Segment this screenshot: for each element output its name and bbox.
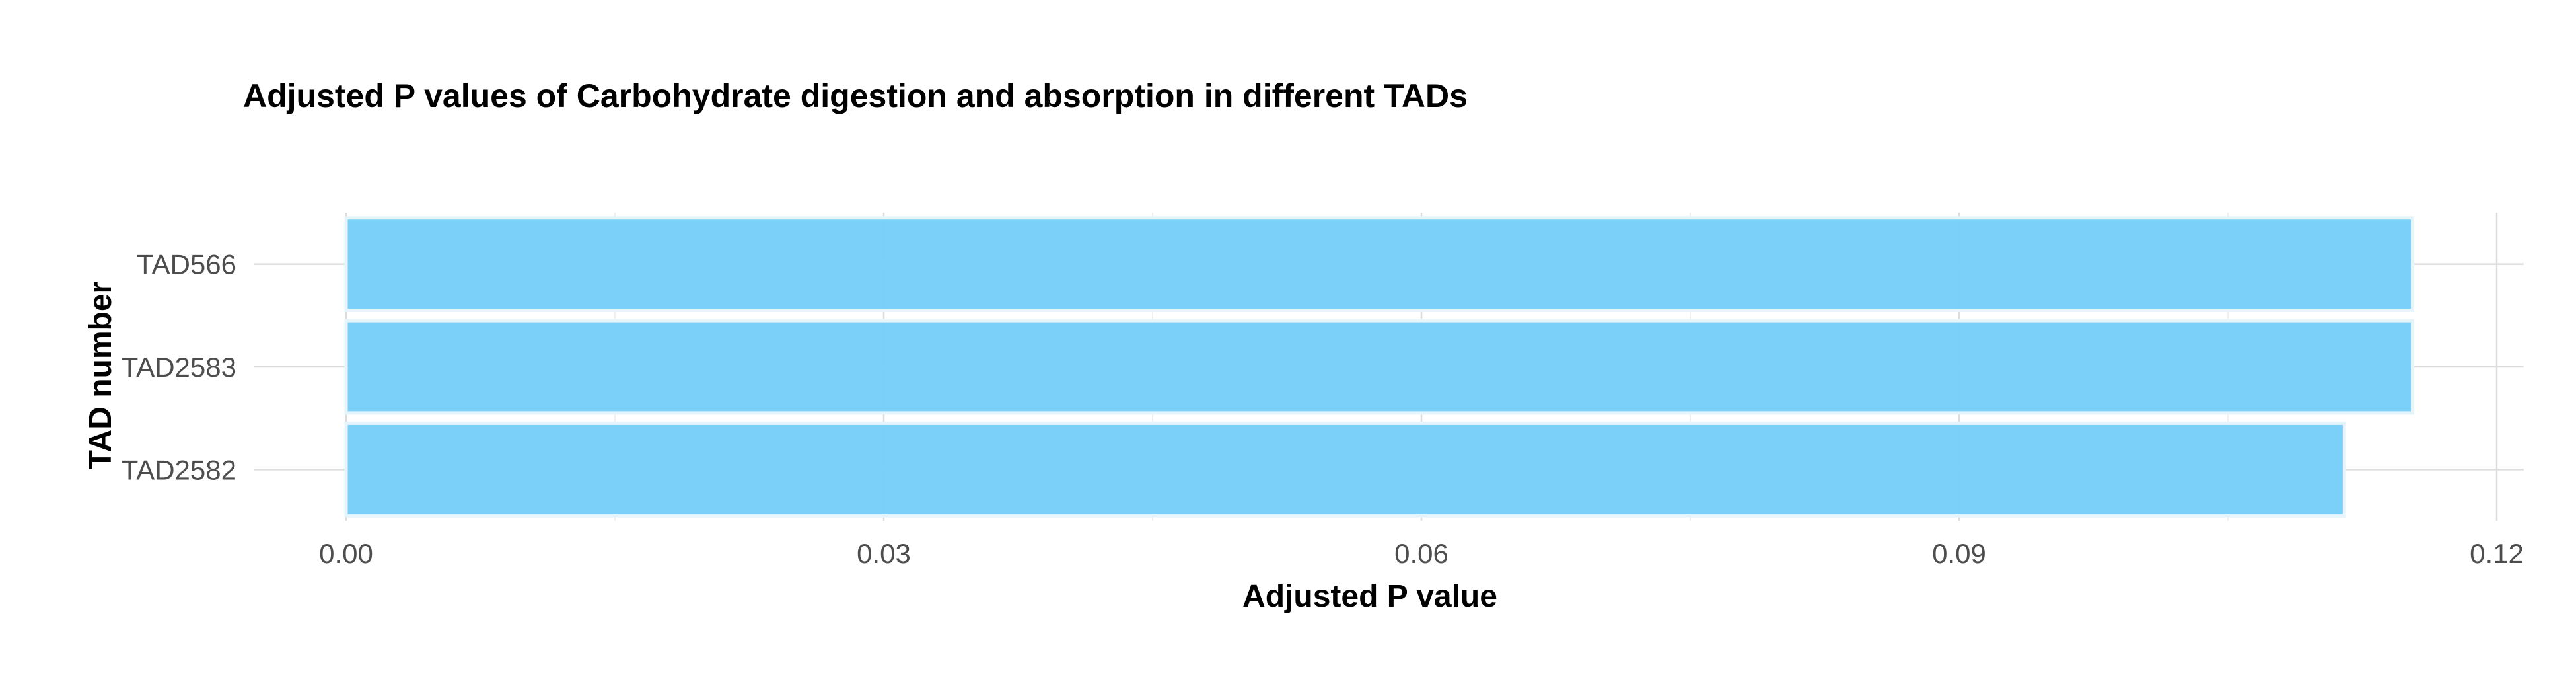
- y-tick-label: TAD2583: [122, 352, 236, 383]
- bar-tad2583: [344, 319, 2414, 415]
- bar-tad2582: [344, 421, 2346, 518]
- bar-tad566: [344, 216, 2414, 313]
- x-tick-labels: 0.00 0.03 0.06 0.09 0.12: [319, 538, 2524, 569]
- chart-title: Adjusted P values of Carbohydrate digest…: [243, 77, 1468, 114]
- y-tick-label: TAD566: [137, 249, 236, 280]
- y-tick-labels: TAD566 TAD2583 TAD2582: [122, 249, 236, 486]
- x-tick-label: 0.03: [857, 538, 911, 569]
- x-tick-label: 0.12: [2470, 538, 2524, 569]
- y-tick-label: TAD2582: [122, 454, 236, 485]
- x-axis-title: Adjusted P value: [1242, 579, 1497, 614]
- x-tick-label: 0.06: [1394, 538, 1449, 569]
- x-tick-label: 0.09: [1932, 538, 1986, 569]
- bars: [344, 216, 2414, 518]
- y-axis-title: TAD number: [83, 282, 118, 469]
- x-tick-label: 0.00: [319, 538, 373, 569]
